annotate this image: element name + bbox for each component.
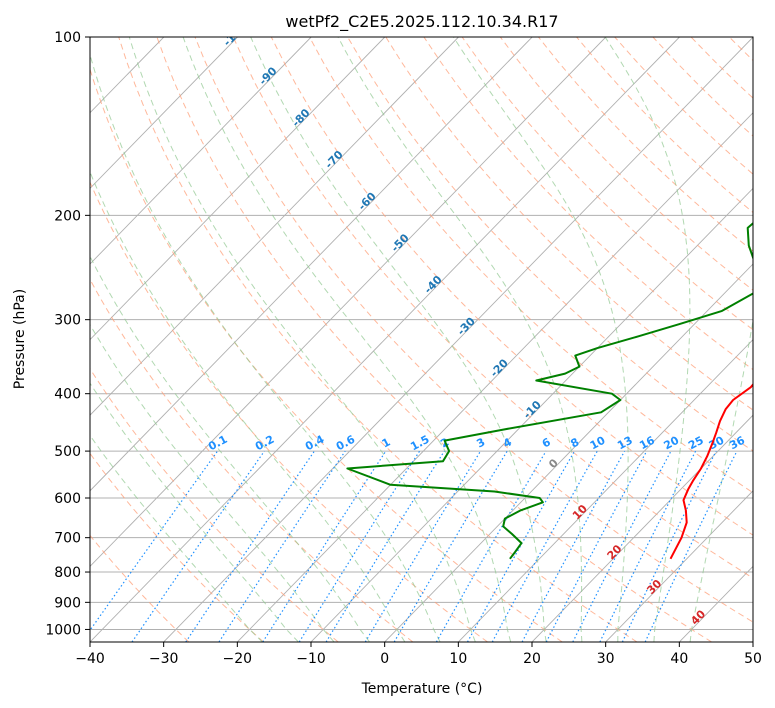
y-tick-label: 700	[54, 531, 81, 547]
y-tick-label: 200	[54, 208, 81, 224]
y-axis-ticks: 100 200 300 400 500 600 700 800 900 1000	[45, 30, 90, 638]
y-axis-title: Pressure (hPa)	[12, 289, 28, 389]
mixing-ratio-line	[491, 450, 598, 642]
x-tick-label: −40	[75, 651, 105, 667]
mixing-ratio-line	[599, 450, 697, 642]
x-tick-label: 0	[380, 651, 389, 667]
y-tick-label: 800	[54, 565, 81, 581]
y-tick-label: 1000	[45, 622, 81, 638]
mixing-ratio-line	[521, 450, 626, 642]
mixing-ratio-line	[364, 450, 482, 642]
mixing-ratio-line	[621, 450, 717, 642]
moist-adiabat	[182, 37, 512, 642]
dry-adiabat	[309, 37, 753, 494]
y-tick-label: 600	[54, 491, 81, 507]
mixing-ratio-line	[185, 450, 315, 642]
moist-adiabat	[604, 37, 691, 642]
x-tick-label: 50	[744, 651, 762, 667]
x-tick-label: 30	[597, 651, 615, 667]
isotherm-line	[90, 37, 680, 642]
mixing-ratio-line	[218, 450, 346, 642]
isotherm-line	[458, 338, 753, 642]
mixing-ratio-label: 36	[727, 434, 747, 453]
mixing-ratio-line	[298, 450, 421, 642]
moist-adiabat	[90, 323, 335, 642]
dewpoint-line	[346, 222, 753, 560]
dry-adiabat	[90, 278, 414, 642]
dry-adiabat	[90, 180, 488, 642]
dry-adiabat	[118, 37, 638, 642]
y-tick-label: 100	[54, 30, 81, 46]
mixing-ratio-label: 25	[686, 434, 706, 453]
x-tick-label: −20	[223, 651, 253, 667]
isotherm-line	[531, 414, 753, 642]
dry-adiabat	[90, 367, 339, 642]
moist-adiabat	[250, 37, 547, 642]
isotherm-line	[384, 263, 753, 642]
mixing-ratio-line	[90, 450, 218, 632]
isotherm-label: -100	[221, 20, 250, 49]
x-tick-label: −30	[149, 651, 179, 667]
mixing-ratio-line	[131, 450, 265, 642]
x-tick-label: 10	[449, 651, 467, 667]
moist-adiabat	[337, 37, 583, 642]
mixing-ratio-label: 10	[588, 434, 608, 453]
dry-adiabat	[347, 37, 753, 452]
moist-adiabat	[90, 52, 441, 642]
mixing-ratio-line	[466, 450, 576, 642]
y-tick-label: 300	[54, 313, 81, 329]
x-tick-label: −10	[296, 651, 326, 667]
isotherm-line	[310, 187, 753, 642]
plot-area	[90, 37, 753, 642]
isotherm-line	[163, 37, 753, 642]
y-tick-label: 900	[54, 595, 81, 611]
x-tick-label: 40	[670, 651, 688, 667]
isotherm-line	[90, 37, 533, 492]
mixing-ratio-line	[262, 450, 387, 642]
dry-adiabat	[90, 67, 563, 642]
moist-adiabat	[689, 318, 753, 642]
y-tick-label: 400	[54, 387, 81, 403]
moist-adiabat	[452, 37, 629, 642]
moist-adiabat	[90, 170, 406, 642]
moist-adiabat	[90, 255, 370, 642]
y-tick-label: 500	[54, 444, 81, 460]
dry-adiabat	[385, 37, 753, 411]
dry-adiabat	[194, 37, 753, 623]
isotherm-line	[90, 37, 238, 190]
moist-adiabat	[128, 37, 476, 642]
isotherm-line	[90, 37, 607, 568]
mixing-ratio-label: 13	[615, 434, 635, 453]
temperature-line	[669, 382, 753, 560]
mixing-ratio-label: 20	[662, 434, 682, 453]
isotherm-line	[237, 112, 753, 642]
moist-adiabat	[90, 434, 263, 642]
dry-adiabat	[90, 452, 264, 642]
background-lines	[90, 37, 775, 642]
dry-adiabat	[270, 37, 753, 536]
isotherm-line	[752, 641, 753, 642]
plot-frame	[89, 36, 754, 643]
x-axis-ticks: −40 −30 −20 −10 0 10 20 30 40 50	[75, 642, 762, 667]
isotherm-line	[605, 490, 753, 642]
isotherm-line	[90, 37, 459, 416]
chart-title: wetPf2_C2E5.2025.112.10.34.R17	[285, 12, 558, 32]
dry-adiabat	[232, 37, 753, 579]
mixing-ratio-label: 16	[637, 434, 657, 453]
dry-adiabat	[767, 37, 775, 642]
x-tick-label: 20	[523, 651, 541, 667]
sounding-series	[346, 222, 753, 560]
mixing-ratio-line	[325, 450, 445, 642]
isotherm-line	[90, 37, 312, 265]
x-axis-title: Temperature (°C)	[361, 681, 483, 697]
